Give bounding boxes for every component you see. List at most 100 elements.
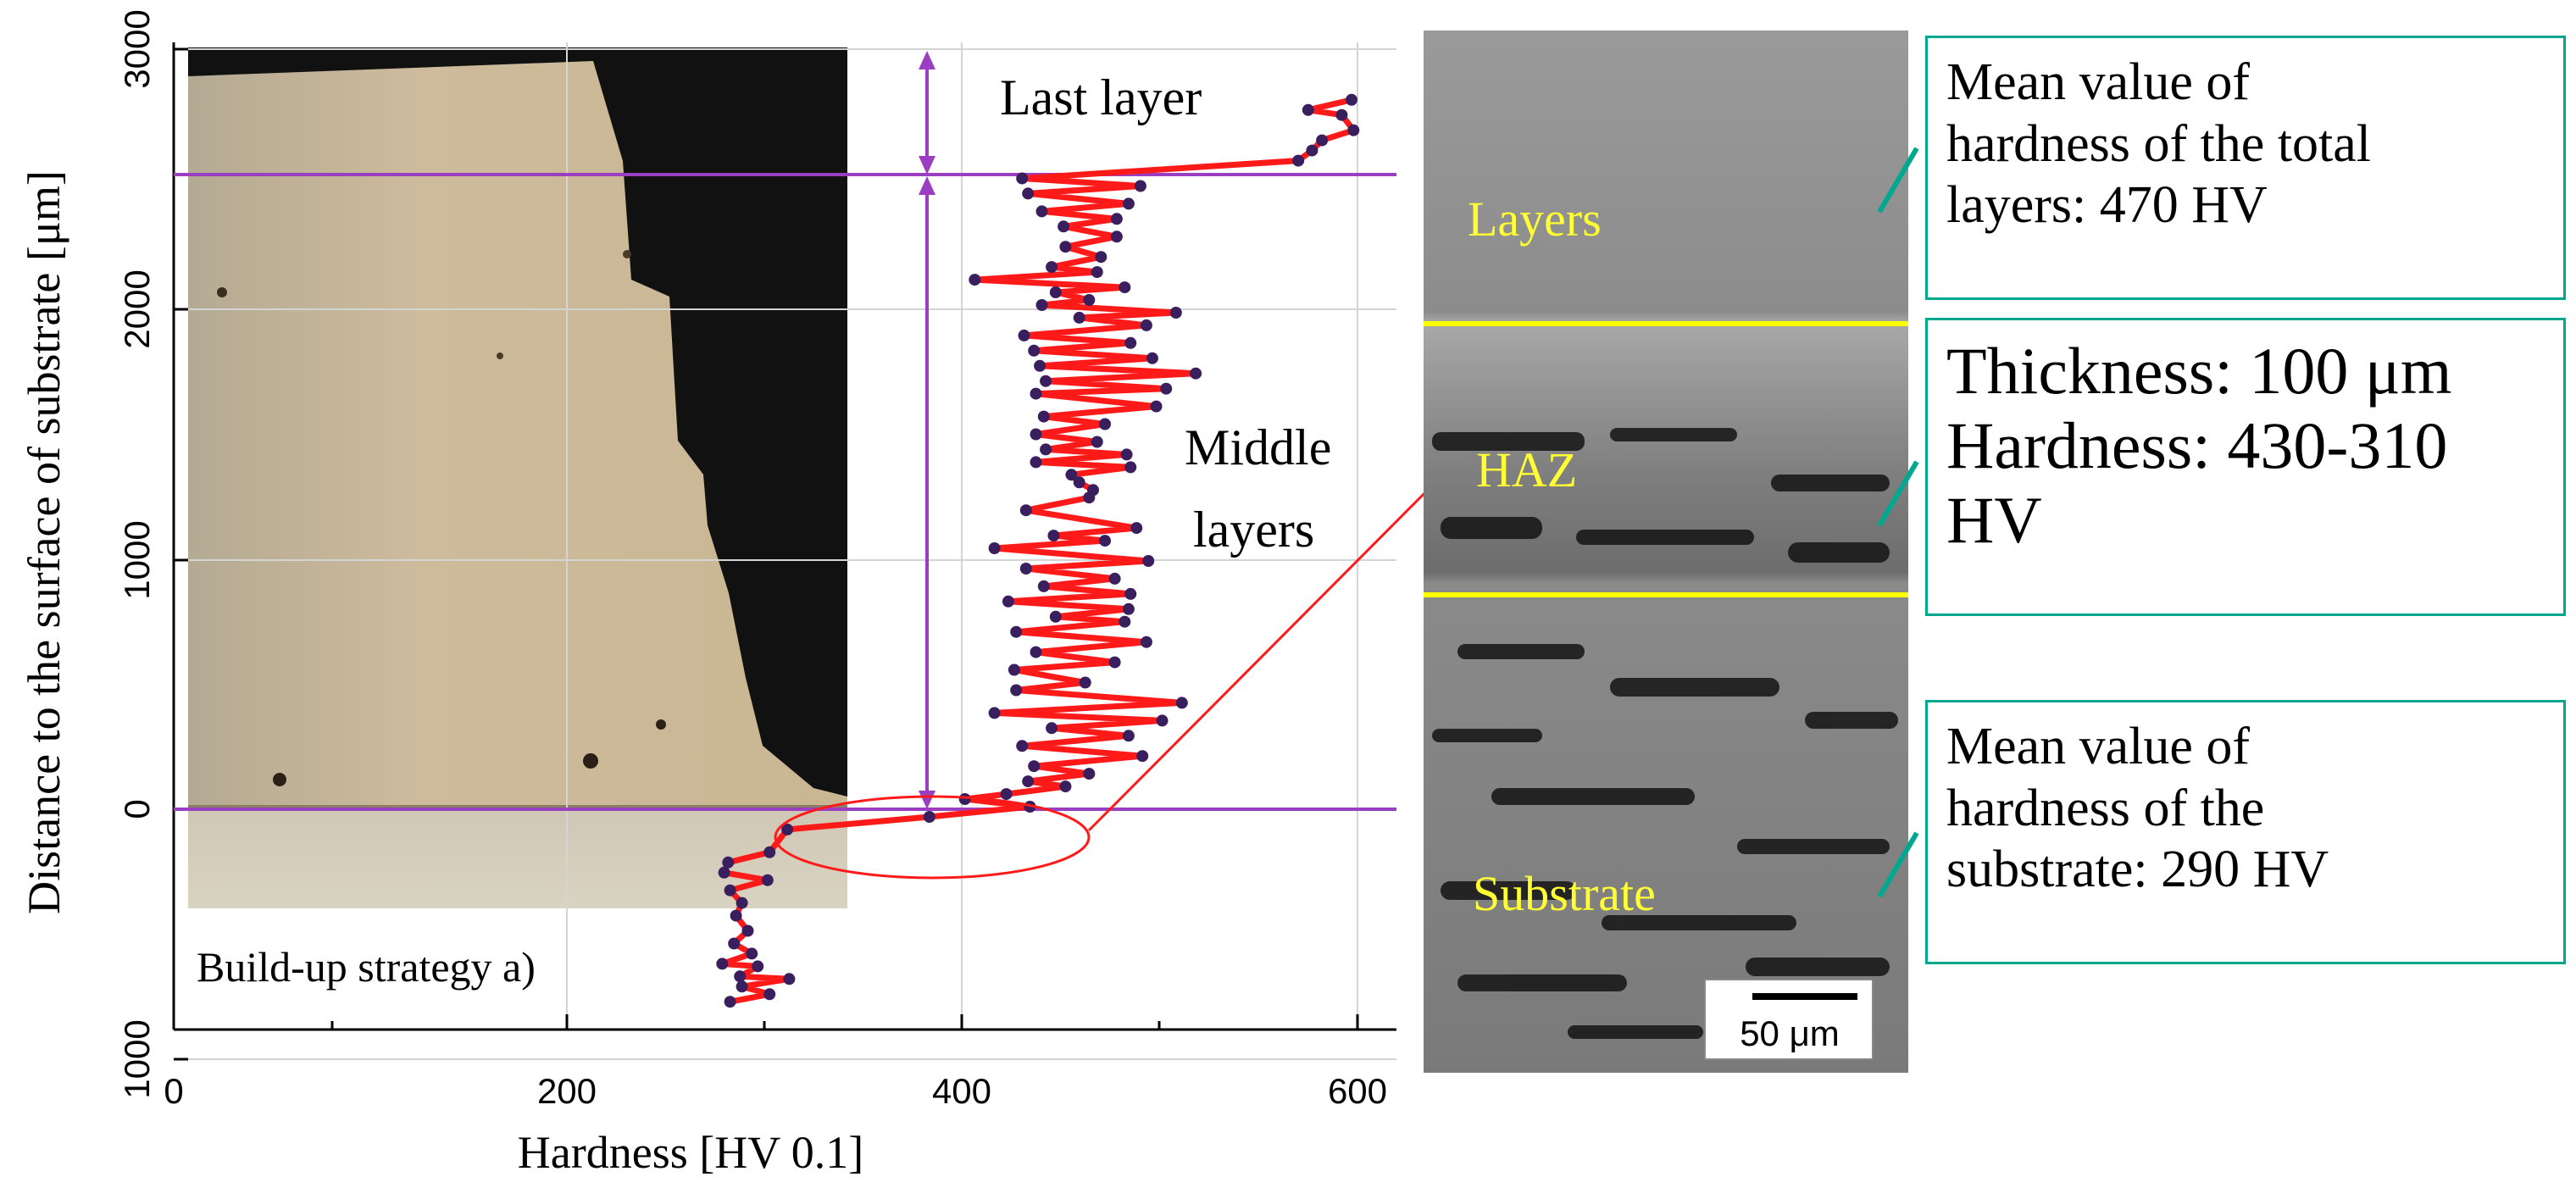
data-point [1347, 124, 1360, 136]
data-point [923, 811, 935, 823]
callout-connectors [1877, 147, 1919, 898]
data-point [1030, 646, 1042, 658]
data-point [763, 846, 776, 858]
middle-layers-label-2: layers [1193, 502, 1314, 558]
data-point [1016, 172, 1029, 185]
data-point [1010, 684, 1023, 697]
haz-highlight [774, 458, 1459, 880]
data-point [1124, 336, 1137, 349]
scale-bar-box [1704, 979, 1874, 1060]
data-point [988, 707, 1001, 719]
data-point [1022, 775, 1035, 788]
data-point [1130, 522, 1143, 535]
haz-pointer-line [1087, 463, 1455, 832]
data-point [969, 274, 981, 286]
build-up-label: Build-up strategy a) [197, 943, 536, 991]
layers-label: Layers [1468, 192, 1602, 247]
data-point [1120, 448, 1133, 461]
layers-callout: Mean value of hardness of the total laye… [1925, 36, 2566, 300]
data-point [1047, 530, 1060, 542]
y-tick-label: 2000 [117, 269, 157, 348]
data-point [1019, 563, 1032, 575]
data-point [1122, 602, 1135, 615]
data-point [761, 874, 774, 886]
x-axis-title: Hardness [HV 0.1] [518, 1127, 863, 1178]
data-point [724, 996, 736, 1008]
y-tick-labels: 3000 2000 1000 0 1000 [117, 9, 157, 1098]
data-point [1079, 676, 1091, 689]
data-point [1169, 307, 1182, 319]
data-point [781, 823, 794, 835]
data-point [1046, 261, 1058, 274]
micrograph: Layers HAZ Substrate 50 μm [1424, 31, 1908, 1073]
data-point [1108, 656, 1121, 669]
micrograph-texture [1432, 428, 1898, 1039]
data-point [1019, 504, 1032, 517]
callout-line: hardness of the total [1946, 114, 2372, 173]
data-point [716, 958, 729, 970]
last-layer-label: Last layer [1000, 69, 1202, 125]
data-point [1083, 768, 1096, 780]
data-point [722, 856, 735, 869]
data-point [1035, 205, 1048, 218]
data-point [1030, 428, 1042, 441]
tick-marks [172, 47, 1359, 1061]
middle-layers-arrow-head-top [919, 176, 935, 195]
data-point [1037, 580, 1050, 592]
haz-label: HAZ [1476, 442, 1577, 497]
grid [174, 42, 1396, 1060]
last-layer-arrow-head-bottom [919, 156, 935, 175]
data-point [988, 542, 1001, 554]
callout-line: layers: 470 HV [1946, 176, 2268, 235]
haz-callout: Thickness: 100 μm Hardness: 430-310 HV [1925, 318, 2566, 616]
callout-line: Thickness: 100 μm [1946, 334, 2452, 408]
data-point [1040, 375, 1052, 387]
substrate-label: Substrate [1473, 866, 1656, 921]
data-point [728, 937, 741, 950]
data-point [1030, 456, 1042, 469]
data-point [1160, 382, 1173, 395]
middle-layers-label-1: Middle [1185, 419, 1331, 475]
hardness-series [716, 93, 1360, 1008]
data-point [1150, 400, 1163, 413]
y-tick-label: 3000 [117, 9, 157, 88]
data-point [1018, 329, 1030, 341]
callout-line: Hardness: 430-310 [1946, 408, 2448, 483]
data-point [1124, 587, 1137, 600]
data-point [1175, 697, 1188, 709]
data-point [734, 970, 747, 983]
data-point [1136, 750, 1149, 763]
x-tick-label: 400 [932, 1071, 991, 1111]
data-point [1119, 615, 1131, 628]
data-point [741, 924, 754, 937]
data-point [718, 866, 730, 879]
data-point [1083, 491, 1096, 504]
data-point [1108, 572, 1121, 585]
data-point [1146, 352, 1158, 364]
data-point [730, 909, 742, 922]
data-point [1046, 722, 1058, 735]
data-point [1073, 476, 1085, 489]
x-tick-label: 200 [537, 1071, 597, 1111]
data-point [1059, 241, 1072, 253]
data-point [1091, 436, 1103, 448]
axes [172, 42, 1396, 1031]
data-point [724, 884, 736, 897]
data-point [1008, 663, 1020, 676]
data-point [1335, 108, 1348, 121]
callout-line: Mean value of [1946, 53, 2251, 111]
last-layer-arrow-head-top [919, 51, 935, 69]
data-point [1119, 281, 1131, 294]
layer-arrows [919, 51, 935, 809]
data-point [1002, 595, 1014, 608]
data-point [736, 897, 748, 909]
callout-line: hardness of the [1946, 779, 2265, 837]
data-point [1034, 359, 1046, 372]
data-point [1346, 93, 1357, 106]
data-point [1028, 760, 1041, 773]
data-point [958, 793, 971, 805]
data-point [1110, 230, 1123, 243]
y-tick-label: 0 [117, 799, 157, 819]
data-point [1016, 740, 1029, 752]
